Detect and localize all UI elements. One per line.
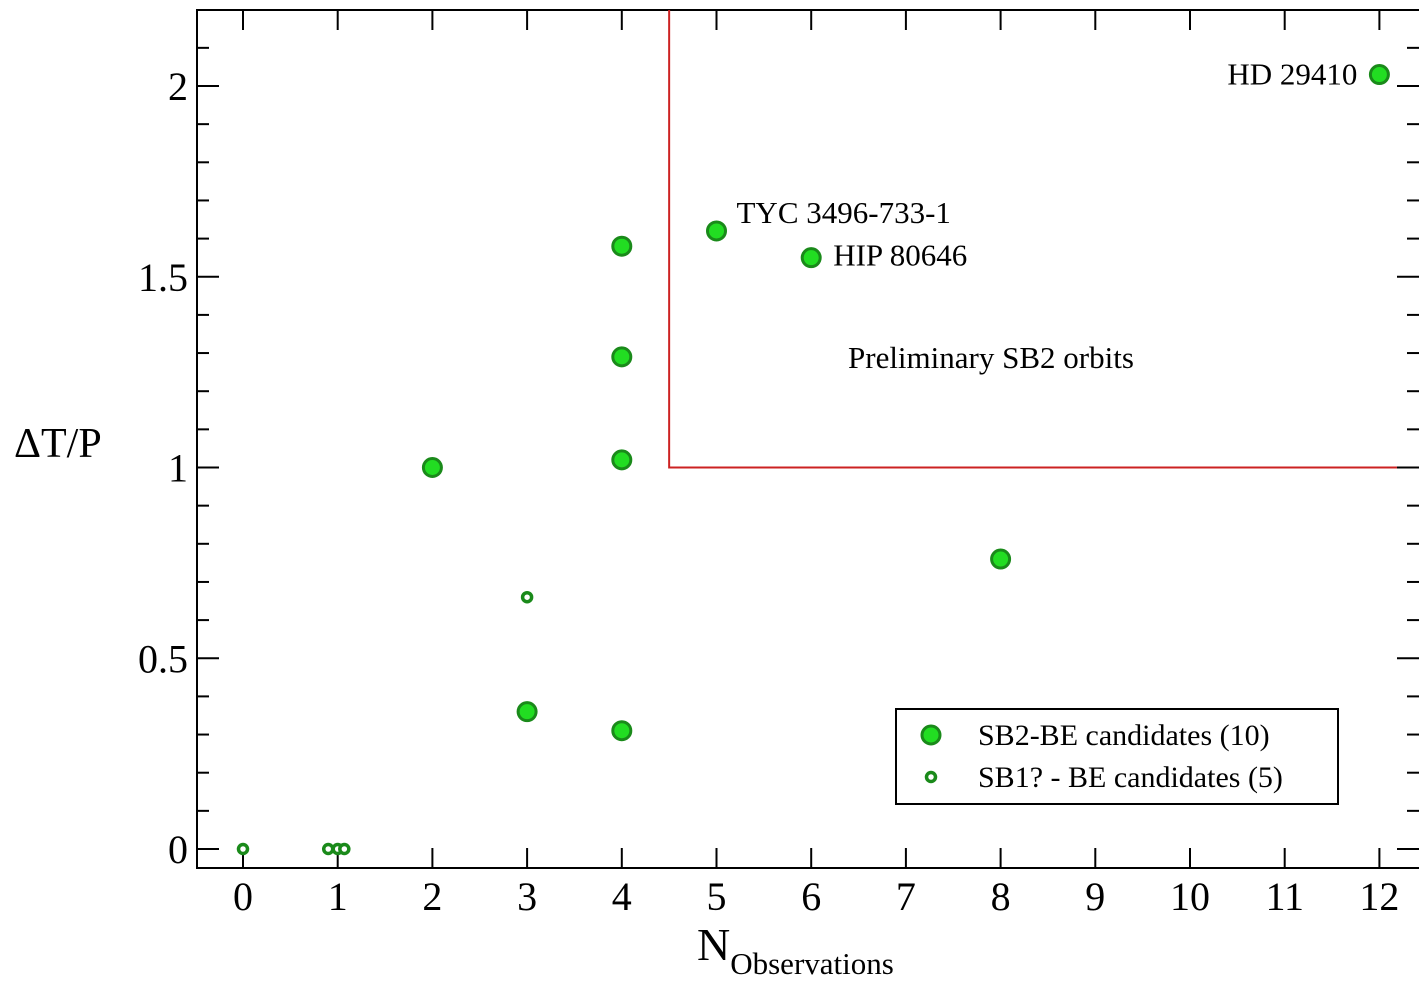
legend-marker [924,770,938,784]
point-annotation-label: HIP 80646 [833,238,967,273]
sb2-be-point [706,220,727,242]
x-tick-label: 2 [422,874,442,919]
sb2-be-point [611,449,633,471]
sb2-be-point [800,247,822,269]
sb2-be-point [421,457,443,478]
y-tick-label: 0 [168,827,188,872]
point-annotations: HD 29410 TYC 3496-733-1 HIP 80646 [737,57,1358,273]
y-tick-label: 0.5 [138,636,188,681]
axis-ticks [197,10,1419,868]
legend-items: SB2-BE candidates (10) SB1? - BE candidat… [920,719,1283,794]
y-axis-title: ΔT/P [14,421,102,467]
x-tick-label: 10 [1170,874,1210,919]
x-axis-title-main: N [697,919,730,970]
sb2-be-point [611,720,633,742]
x-tick-label: 6 [801,874,821,919]
data-markers [236,64,1390,856]
x-axis-title-subscript: Observations [730,946,894,981]
sb2-be-point [611,235,633,257]
sb1-be-point [338,842,351,856]
x-tick-label: 12 [1359,874,1399,919]
legend-box [895,708,1339,805]
x-tick-label: 11 [1265,874,1304,919]
sb1-be-point [321,842,335,856]
y-tick-label: 2 [168,64,188,109]
legend: SB2-BE candidates (10) SB1? - BE candidat… [895,708,1339,805]
sb2-region-outline [668,10,1419,469]
x-tick-labels: 0 1 2 3 4 5 6 7 8 9 10 11 12 [233,874,1399,919]
x-tick-label: 1 [328,874,348,919]
point-annotation-label: TYC 3496-733-1 [737,195,951,230]
x-tick-label: 4 [612,874,632,919]
legend-label: SB2-BE candidates (10) [978,719,1270,752]
y-tick-label: 1.5 [138,255,188,300]
x-tick-label: 3 [517,874,537,919]
x-tick-label: 5 [707,874,727,919]
sb2-be-point [1368,64,1390,86]
x-tick-label: 7 [896,874,916,919]
x-tick-label: 0 [233,874,253,919]
point-annotation-label: HD 29410 [1227,57,1357,92]
legend-marker [920,724,942,746]
sb1-be-point [520,590,534,604]
sb2-region-label: Preliminary SB2 orbits [848,340,1134,375]
y-tick-label: 1 [168,446,188,491]
x-tick-label: 8 [991,874,1011,919]
x-axis-title: NObservations [697,919,894,981]
sb2-be-point [990,548,1012,570]
y-tick-labels: 0 0.5 1 1.5 2 [138,64,188,872]
x-tick-label: 9 [1085,874,1105,919]
sb2-be-point [516,701,538,723]
legend-label: SB1? - BE candidates (5) [978,761,1283,794]
sb1-be-point [236,842,250,856]
sb2-be-point [611,346,633,368]
plot-frame [196,9,1419,869]
